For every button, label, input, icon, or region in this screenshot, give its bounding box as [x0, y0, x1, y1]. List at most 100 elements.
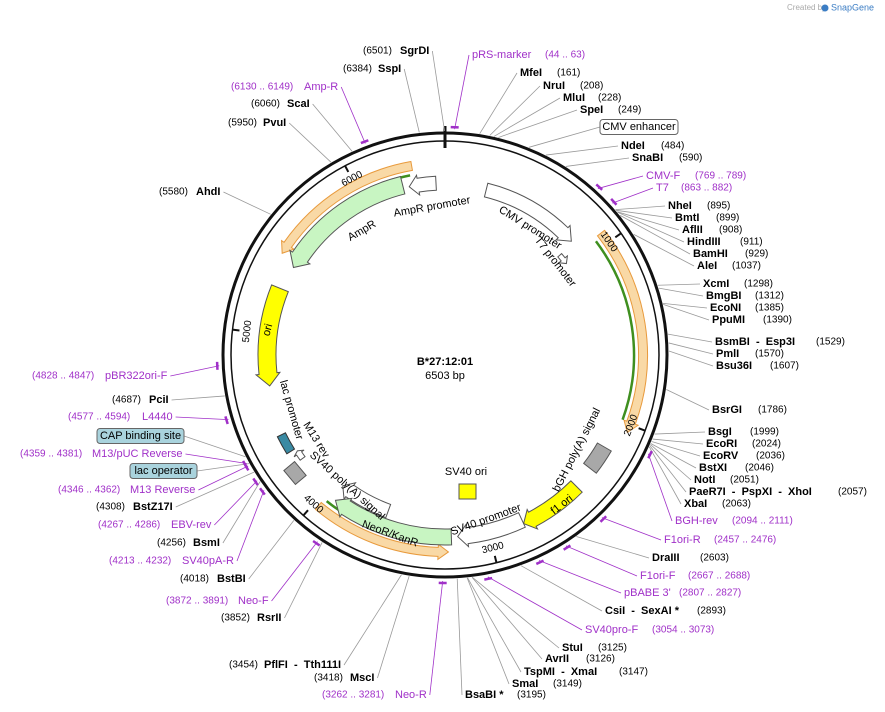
leader-line	[565, 157, 630, 167]
primer-range: (6130 .. 6149)	[231, 82, 293, 93]
site-position: (2046)	[745, 463, 774, 474]
ring-tick	[614, 232, 622, 239]
site-position: (228)	[598, 93, 621, 104]
leader-line	[431, 50, 445, 132]
feature-box	[96, 428, 185, 444]
leader-line	[545, 145, 619, 156]
leader-line	[489, 85, 541, 136]
primer-mark	[647, 450, 653, 459]
leader-line	[472, 577, 560, 649]
orf-highlight	[596, 229, 648, 434]
leader-line	[498, 109, 578, 138]
primer-name: Neo-R	[395, 689, 427, 701]
ring-tick	[302, 509, 309, 517]
leader-line	[528, 126, 601, 148]
site-position: (3852)	[221, 613, 250, 624]
leader-line	[248, 520, 295, 580]
site-name: PmlI	[716, 348, 739, 360]
site-position: (590)	[679, 153, 702, 164]
leader-line	[175, 471, 255, 508]
site-position: (1385)	[755, 303, 784, 314]
feature-shape	[582, 442, 612, 474]
primer-range: (4213 .. 4232)	[109, 556, 171, 567]
leader-line	[183, 435, 246, 458]
leader-line	[456, 578, 463, 696]
site-name: BstXI	[699, 462, 727, 474]
site-name: BsaBI *	[465, 689, 504, 701]
site-position: (2024)	[752, 439, 781, 450]
feature-shape	[523, 480, 583, 530]
site-position: (4687)	[112, 395, 141, 406]
primer-leader	[214, 480, 258, 526]
primer-leader	[565, 545, 638, 577]
site-position: (2051)	[730, 475, 759, 486]
orf-highlight	[314, 501, 450, 561]
ring-tick-label: 5000	[241, 319, 255, 343]
site-position: (1037)	[732, 261, 761, 272]
created-by: Created by	[787, 3, 826, 12]
site-name: SpeI	[580, 104, 603, 116]
brand: SnapGene	[831, 2, 874, 12]
leader-line	[520, 565, 603, 612]
feature-shape	[254, 284, 289, 387]
leader-line	[403, 68, 420, 133]
primer-range: (2807 .. 2827)	[679, 588, 741, 599]
site-name: HindIII	[687, 236, 721, 248]
site-position: (6060)	[251, 99, 280, 110]
primer-mark	[535, 559, 545, 566]
primer-leader	[454, 54, 470, 130]
site-position: (6501)	[363, 46, 392, 57]
primer-mark	[484, 576, 493, 581]
feature-shape	[342, 481, 392, 519]
site-name: PpuMI	[712, 314, 745, 326]
primer-name: pRS-marker	[472, 49, 532, 61]
site-position: (2057)	[838, 487, 867, 498]
site-position: (899)	[716, 213, 739, 224]
site-name: CsiI - SexAI *	[605, 605, 680, 617]
site-name: BmtI	[675, 212, 699, 224]
primer-leader	[612, 187, 654, 204]
leader-line	[479, 72, 518, 134]
site-name: ScaI	[287, 98, 310, 110]
primer-name: M13/pUC Reverse	[92, 448, 182, 460]
leader-line	[288, 122, 332, 163]
primer-leader	[198, 465, 249, 491]
primer-mark	[243, 462, 250, 472]
feature-label: ori	[261, 323, 276, 338]
ring-tick	[232, 328, 240, 332]
primer-leader	[601, 517, 662, 541]
leader-line	[663, 304, 710, 321]
site-name: NdeI	[621, 140, 645, 152]
site-name: RsrII	[257, 612, 281, 624]
leader-line	[617, 211, 685, 243]
site-name: AhdI	[196, 186, 220, 198]
site-position: (2893)	[697, 606, 726, 617]
site-name: PvuI	[263, 117, 286, 129]
feature-shape	[557, 252, 569, 265]
primer-name: F1ori-F	[640, 570, 676, 582]
feature-label: SV40 ori	[445, 466, 487, 478]
feature-label: AmpR promoter	[393, 194, 472, 219]
ring-tick	[493, 555, 498, 563]
leader-line	[471, 577, 543, 660]
leader-line	[222, 481, 261, 544]
primer-leader	[271, 541, 318, 602]
leader-line	[312, 103, 353, 152]
primer-name: CMV-F	[646, 170, 681, 182]
leader-line	[657, 283, 701, 286]
leader-line	[651, 441, 701, 457]
site-position: (929)	[745, 249, 768, 260]
feature-shape	[276, 432, 296, 455]
primer-name: F1ori-R	[664, 534, 701, 546]
ring-tick-label: 3000	[481, 540, 506, 556]
site-position: (3147)	[619, 667, 648, 678]
primer-range: (4267 .. 4286)	[98, 520, 160, 531]
ring-tick	[638, 427, 646, 432]
primer-mark	[562, 544, 572, 551]
feature-shape	[334, 497, 453, 546]
primer-leader	[487, 576, 583, 631]
primer-mark	[224, 416, 229, 425]
site-position: (3195)	[517, 690, 546, 701]
